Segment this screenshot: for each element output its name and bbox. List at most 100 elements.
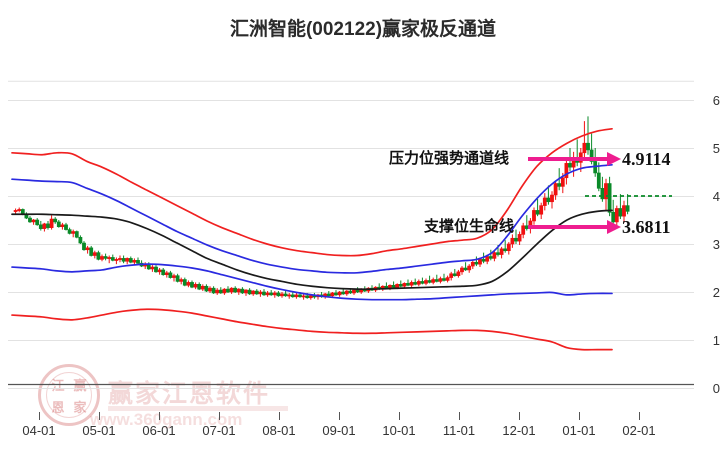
candle-body [161,269,166,276]
candle-body [240,288,245,294]
candle-body [355,289,360,293]
candle-body [506,243,511,252]
candle-body [611,212,616,223]
plot-area [8,56,694,412]
candle-body [136,260,140,264]
candle-body [560,177,565,187]
candle-body [186,282,191,286]
candle-body [154,266,158,273]
candle-body [244,289,248,294]
x-axis-tick: 04-01 [22,423,56,438]
candle-body [67,229,72,234]
candle-body [424,280,428,284]
candle-body [496,252,500,255]
candle-body [481,259,486,262]
candle-body [236,288,241,293]
candle-body [409,282,414,286]
candle-body [488,256,493,259]
candle-body [179,279,184,282]
candle-body [416,281,421,285]
candle-body [341,291,346,295]
candle-body [607,183,612,213]
candle-body [74,231,79,238]
candle-body [258,291,263,295]
candle-body [42,223,47,229]
candle-body [53,218,58,223]
candle-body [294,294,299,298]
candle-body [251,290,256,295]
candle-body [553,183,558,196]
candle-body [172,275,176,278]
candle-body [168,272,173,278]
candle-body [582,142,587,154]
candle-body [78,236,83,244]
candle-body [406,283,410,286]
candle-body [517,234,522,242]
candle-body [107,257,112,259]
x-axis-tick-mark [219,412,220,420]
candle-body [254,290,259,295]
candle-body [17,209,22,211]
candle-body [305,295,310,299]
candle-body [600,188,605,200]
candle-body [31,219,36,223]
channel-line-4 [11,308,613,351]
candle-body [222,288,227,294]
candle-body [218,289,223,294]
candle-body [586,142,590,151]
candle-body [625,205,630,212]
x-axis-tick: 11-01 [442,423,476,438]
candle-body [118,258,122,260]
x-axis-tick-mark [39,412,40,420]
x-axis-tick-mark [99,412,100,420]
y-axis-tick: 5 [712,141,720,156]
y-axis-tick: 3 [712,237,720,252]
candle-body [460,267,464,273]
candle-body [532,210,536,222]
candle-body [89,247,94,256]
candle-body [622,205,626,217]
candle-body [283,293,288,297]
y-axis-tick: 4 [712,189,720,204]
candle-body [272,292,277,296]
x-axis-tick: 05-01 [82,423,116,438]
x-axis-tick-mark [159,412,160,420]
candle-body [233,287,238,293]
candle-body [470,261,475,267]
x-axis-tick: 02-01 [622,423,656,438]
candle-body [427,280,432,283]
candle-body [193,284,198,288]
x-axis-tick-mark [339,412,340,420]
x-axis-tick: 10-01 [382,423,416,438]
candle-body [56,221,61,228]
candle-body [618,208,623,217]
candle-body [539,205,544,215]
annotation-value-support: 3.6811 [622,217,671,237]
candle-body [492,252,497,259]
candle-body [290,294,295,298]
candle-body [546,197,551,203]
y-axis-tick: 6 [712,93,720,108]
candle-body [564,163,569,179]
candle-body [82,242,86,251]
candle-body [247,289,252,295]
annotation-arrow-support [528,220,621,234]
candle-body [100,256,104,260]
candle-body [474,261,479,265]
candle-body [28,217,32,223]
candle-body [38,224,43,229]
candle-body [337,291,342,296]
x-axis-tick-mark [519,412,520,420]
x-axis-tick-mark [459,412,460,420]
candle-body [344,290,349,295]
candle-body [276,292,281,297]
candle-body [35,219,40,226]
candle-body [420,281,425,284]
candle-body [596,172,601,189]
candle-body [269,292,274,296]
candle-body [589,149,594,162]
candle-body [402,283,407,287]
candle-body [542,197,547,206]
candle-body [568,163,572,168]
